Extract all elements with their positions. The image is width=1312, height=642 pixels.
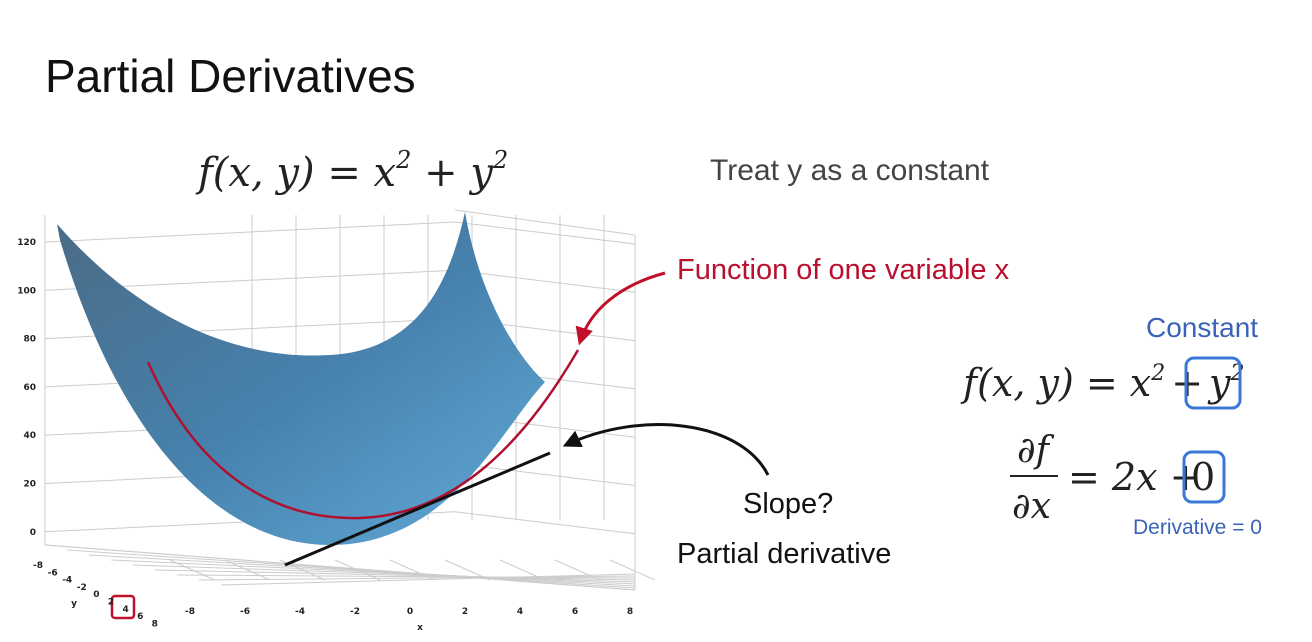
grid-line [154, 569, 636, 581]
y-tick-label: -4 [62, 576, 72, 586]
formula-exp: 2 [1230, 361, 1245, 386]
surface [57, 212, 545, 545]
tangent-line [284, 451, 551, 567]
highlight-box [1182, 450, 1226, 504]
grid-line [220, 573, 636, 586]
x-tick-label: 6 [572, 607, 578, 617]
annotation: Function of one variable x [677, 254, 1010, 286]
axis-label: x [417, 623, 423, 633]
formula: 0 [1191, 455, 1215, 499]
grid-line [176, 574, 636, 579]
grid-line [44, 221, 456, 243]
arrow [575, 271, 666, 346]
grid-line [198, 575, 636, 581]
fraction-num: ∂f [1017, 430, 1055, 471]
formula-part: f(x, y) = x [195, 150, 396, 196]
z-tick-label: 0 [30, 528, 36, 538]
grid-line [88, 554, 636, 587]
formula-part: + y [411, 150, 494, 196]
highlight-box [110, 594, 136, 620]
grid-line [132, 564, 636, 583]
z-tick-label: 100 [17, 286, 36, 296]
x-tick-label: -4 [295, 607, 305, 617]
note: Treat y as a constant [710, 154, 990, 187]
x-tick-label: 8 [627, 607, 633, 617]
axis-label: y [71, 599, 77, 609]
grid-line [454, 511, 636, 535]
z-tick-label: 120 [17, 238, 36, 248]
formula: f(x, y) = x2 + y2 [960, 361, 1245, 405]
annotation: Slope? [743, 488, 833, 520]
y-tick-label: -8 [33, 561, 43, 571]
y-tick-label: 4 [122, 605, 128, 615]
y-tick-label: 8 [152, 619, 158, 629]
grid-line [454, 269, 636, 293]
z-tick-label: 20 [23, 480, 36, 490]
grid-line [110, 559, 636, 585]
red-curve [146, 349, 580, 520]
grid-line [454, 221, 636, 245]
y-tick-label: -6 [48, 568, 58, 578]
grid-line [44, 544, 636, 591]
z-tick-label: 40 [23, 431, 36, 441]
x-tick-label: 4 [517, 607, 523, 617]
annotation: Partial derivative [677, 538, 891, 570]
label: Derivative = 0 [1133, 516, 1262, 539]
grid-line [609, 559, 656, 581]
highlight-box [1184, 356, 1242, 410]
formula: = 2x + [1068, 455, 1201, 499]
z-tick-label: 60 [23, 383, 36, 393]
z-tick-label: 80 [23, 335, 36, 345]
formula: f(x, y) = x2 + y2 [195, 146, 508, 196]
y-tick-label: -2 [77, 583, 87, 593]
grid-line [66, 549, 636, 589]
formula-part: f(x, y) = x [960, 361, 1151, 405]
y-tick-label: 6 [137, 612, 143, 622]
x-tick-label: -6 [240, 607, 250, 617]
y-tick-label: 2 [108, 598, 114, 608]
title: Partial Derivatives [45, 50, 416, 102]
x-tick-label: -2 [350, 607, 360, 617]
formula-part: y [1207, 361, 1231, 405]
arrow [562, 423, 770, 476]
x-tick-label: 2 [462, 607, 468, 617]
formula-exp: 2 [1150, 361, 1165, 386]
formula-exp: 2 [395, 146, 411, 174]
label: Constant [1146, 312, 1258, 343]
x-tick-label: -8 [185, 607, 195, 617]
formula-exp: 2 [492, 146, 508, 174]
x-tick-label: 0 [407, 607, 413, 617]
fraction-den: ∂x [1012, 486, 1051, 527]
y-tick-label: 0 [93, 590, 99, 600]
